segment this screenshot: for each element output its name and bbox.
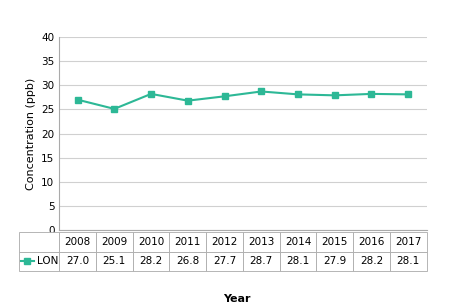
Y-axis label: Concentration (ppb): Concentration (ppb) — [26, 77, 36, 190]
Bar — [19, 232, 59, 252]
Bar — [19, 252, 59, 271]
Text: LON: LON — [37, 256, 58, 266]
Text: Year: Year — [223, 294, 251, 304]
